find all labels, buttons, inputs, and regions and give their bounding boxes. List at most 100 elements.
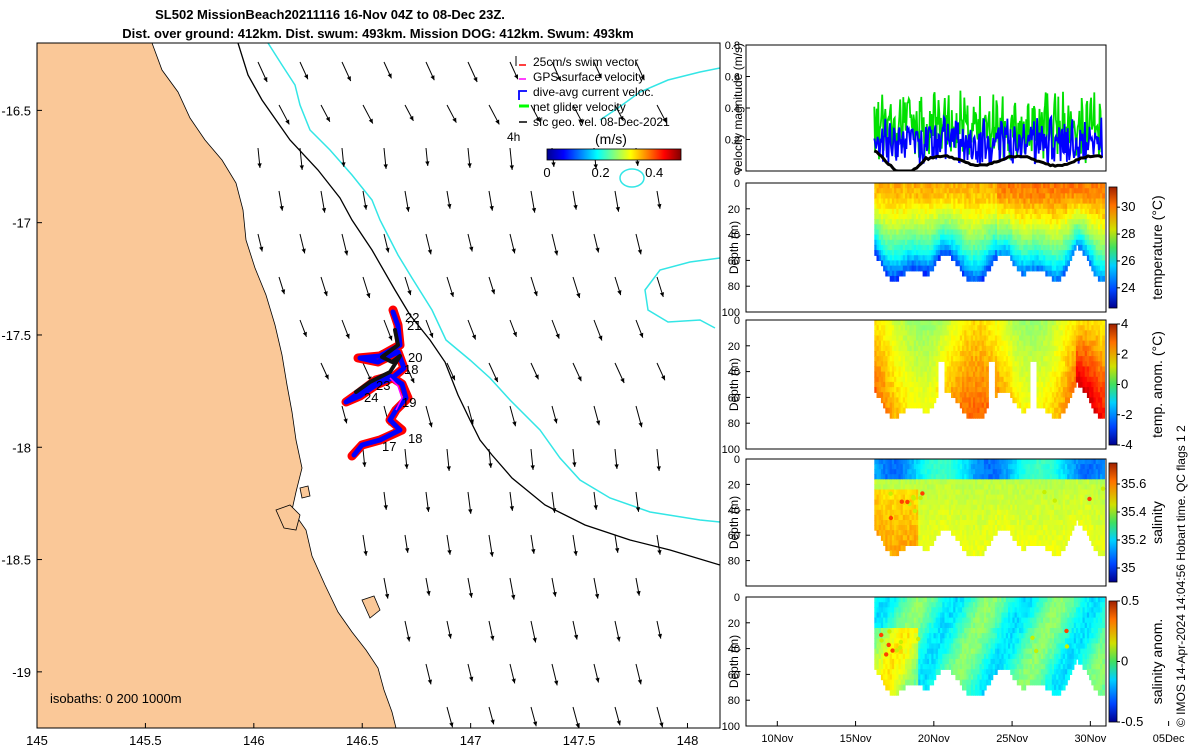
cell-temp_anom-1196 bbox=[1038, 397, 1042, 404]
cell-salinity-624 bbox=[955, 514, 959, 521]
cell-temperature-1412 bbox=[1056, 275, 1059, 282]
cell-temp_anom-1578 bbox=[1091, 361, 1095, 368]
cell-temp_anom-64 bbox=[883, 340, 886, 347]
cell-salinity-657 bbox=[959, 520, 963, 526]
cell-salinity-294 bbox=[911, 459, 915, 465]
cell-temp_anom-146 bbox=[891, 392, 895, 398]
cell-temp_anom-1642 bbox=[1100, 320, 1103, 326]
cell-temperature-1275 bbox=[1040, 219, 1044, 225]
cell-temp_anom-1570 bbox=[1091, 320, 1095, 326]
cell-salinity-32 bbox=[878, 474, 882, 480]
cell-salinity-1059 bbox=[1012, 520, 1016, 526]
cell-salinity-553 bbox=[944, 520, 948, 526]
cell-temp_anom-652 bbox=[962, 366, 965, 373]
cell-temperature-571 bbox=[948, 193, 952, 200]
cell-temperature-75 bbox=[883, 260, 886, 267]
cell-salinity-57 bbox=[880, 525, 884, 531]
cell-temperature-1267 bbox=[1038, 265, 1042, 272]
cell-salinity-362 bbox=[920, 459, 924, 465]
cell-temp_anom-447 bbox=[929, 392, 932, 398]
cell-temperature-1490 bbox=[1067, 208, 1070, 215]
cell-temp_anom-220 bbox=[900, 387, 904, 393]
cell-temp_anom-800 bbox=[979, 356, 983, 362]
cell-temp_anom-1485 bbox=[1078, 320, 1081, 326]
cell-temp_anom-1347 bbox=[1058, 340, 1062, 347]
cell-salinity-76 bbox=[883, 540, 886, 546]
cell-temp_anom-1 bbox=[874, 325, 878, 331]
cell-temperature-1507 bbox=[1069, 214, 1073, 220]
cell-temp_anom-1521 bbox=[1082, 371, 1086, 378]
cell-temp_anom-298 bbox=[911, 340, 915, 347]
cell-temp_anom-725 bbox=[970, 361, 974, 368]
cell-temp_anom-825 bbox=[981, 387, 985, 393]
cell-temp_anom-86 bbox=[885, 366, 889, 373]
cell-salinity-165 bbox=[894, 530, 897, 536]
cell-temp_anom-379 bbox=[922, 320, 926, 326]
cell-temp_anom-1399 bbox=[1065, 325, 1068, 331]
cell-temp_anom-1454 bbox=[1071, 361, 1075, 368]
cell-salinity-761 bbox=[973, 489, 976, 496]
cell-temp_anom-224 bbox=[900, 407, 904, 414]
cell-temperature-1390 bbox=[1054, 260, 1057, 267]
cell-temperature-126 bbox=[889, 250, 893, 256]
cell-temp_anom-713 bbox=[968, 397, 972, 404]
cell-salinity-978 bbox=[1001, 469, 1005, 475]
cell-salinity-1146 bbox=[1023, 535, 1027, 541]
cell-temp_anom-1571 bbox=[1091, 325, 1095, 331]
cell-salinity-1185 bbox=[1029, 469, 1033, 475]
cell-temperature-228 bbox=[902, 198, 906, 205]
cell-temp_anom-1277 bbox=[1049, 366, 1053, 373]
cell-temperature-1216 bbox=[1032, 265, 1035, 272]
cell-temperature-1428 bbox=[1058, 260, 1062, 267]
cell-temperature-1544 bbox=[1075, 188, 1079, 194]
cell-temperature-229 bbox=[902, 203, 906, 210]
cell-temperature-1655 bbox=[1091, 260, 1095, 267]
cell-temp_anom-1056 bbox=[1019, 335, 1022, 342]
velocity-arrow-89 bbox=[488, 448, 493, 468]
cell-salinity-1251 bbox=[1038, 459, 1042, 465]
cell-temp_anom-170 bbox=[896, 320, 900, 326]
cell-temperature-1292 bbox=[1043, 219, 1046, 225]
cell-temp_anom-864 bbox=[986, 397, 989, 404]
cell-temp_anom-1238 bbox=[1045, 351, 1049, 357]
velocity-panel[interactable]: 00.20.40.60.8 velocity magnitude (m/s) bbox=[725, 40, 1107, 178]
cell-temp_anom-1264 bbox=[1047, 392, 1051, 398]
cell-temp_anom-1437 bbox=[1069, 351, 1073, 357]
cell-salinity-579 bbox=[948, 509, 952, 516]
map-panel[interactable]: 22 21 20 18 19 18 17 24 23 145 145.5 146 14… bbox=[1, 42, 721, 748]
cell-temp_anom-1212 bbox=[1040, 392, 1044, 398]
cell-salinity-303 bbox=[911, 504, 915, 511]
cbar-tick-label-temperature-2: 28 bbox=[1121, 226, 1135, 241]
cell-temperature-1745 bbox=[1102, 255, 1105, 261]
cell-salinity-275 bbox=[907, 535, 910, 541]
cell-temp_anom-1641 bbox=[1097, 412, 1101, 419]
cell-salinity-896 bbox=[988, 514, 992, 521]
cell-temperature-1382 bbox=[1054, 219, 1057, 225]
cell-temperature-1392 bbox=[1054, 270, 1057, 277]
cell-temperature-407 bbox=[924, 234, 928, 241]
cell-salinity-867 bbox=[983, 545, 987, 552]
cell-salinity-238 bbox=[902, 525, 906, 531]
cell-temp_anom-850 bbox=[986, 325, 989, 331]
cell-temperature-1159 bbox=[1025, 234, 1029, 241]
ytick-label-temperature-1: 20 bbox=[728, 204, 740, 216]
cell-salinity-1019 bbox=[1008, 464, 1011, 470]
cell-temp_anom-1152 bbox=[1032, 340, 1035, 347]
cell-temperature-1462 bbox=[1062, 244, 1066, 251]
cell-temp_anom-1293 bbox=[1051, 356, 1055, 362]
cell-salinity-499 bbox=[937, 464, 941, 470]
cell-temp_anom-742 bbox=[973, 351, 976, 357]
velocity-arrow-110 bbox=[425, 577, 431, 596]
cell-temp_anom-88 bbox=[885, 376, 889, 383]
cell-salinity-167 bbox=[894, 540, 897, 546]
cell-salinity-998 bbox=[1003, 499, 1007, 506]
cell-salinity-1005 bbox=[1005, 464, 1009, 470]
cell-temp_anom-813 bbox=[981, 325, 985, 331]
cell-temperature-423 bbox=[926, 224, 930, 231]
cell-temp_anom-1394 bbox=[1062, 392, 1066, 398]
cell-temperature-942 bbox=[994, 229, 998, 236]
